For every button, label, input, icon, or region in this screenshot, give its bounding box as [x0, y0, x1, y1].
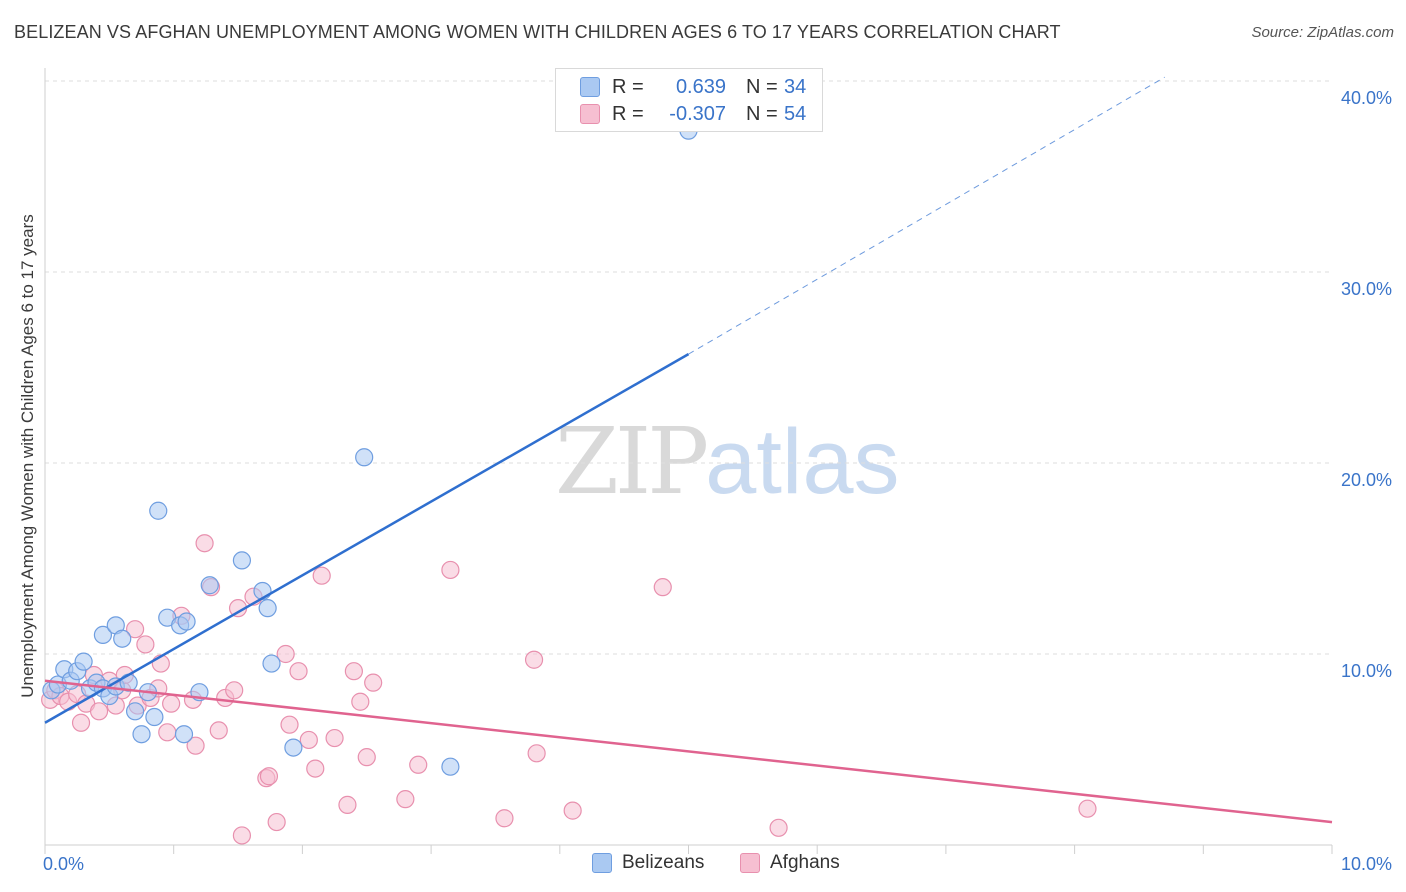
afghan-point	[325, 728, 344, 748]
afghan-point	[276, 644, 295, 664]
legend-item-belizeans: Belizeans	[592, 852, 704, 874]
tick-labels: 0.0% 10.0% 10.0% 20.0% 30.0% 40.0%	[43, 88, 1392, 874]
afghan-point	[653, 578, 672, 597]
afghan-point	[225, 681, 244, 700]
afghan-point	[125, 620, 145, 639]
belizean-point	[441, 757, 460, 776]
r-label: R =	[612, 102, 644, 125]
belizean-point	[174, 725, 194, 744]
belizean-point	[355, 448, 374, 467]
afghan-point	[351, 692, 370, 711]
afghan-point	[209, 721, 228, 740]
r-value: 0.639	[675, 75, 726, 98]
legend-item-afghans: Afghans	[740, 852, 840, 874]
afghan-point	[267, 812, 286, 832]
n-label: N =	[746, 102, 778, 125]
belizean-point	[93, 625, 113, 645]
afghan-point	[195, 534, 214, 553]
belizean-point	[177, 612, 196, 631]
afghan-point	[1078, 799, 1097, 818]
y-tick-label-20: 20.0%	[1341, 470, 1392, 490]
legend-row-belizeans: R = 0.639 N = 34	[580, 75, 806, 99]
afghan-point	[441, 560, 460, 580]
belizean-point	[125, 702, 145, 721]
afghan-point	[186, 736, 205, 755]
afghan-point	[299, 730, 318, 750]
afghan-point	[162, 694, 181, 713]
afghan-legend-swatch	[740, 853, 760, 873]
watermark: ZIPatlas	[555, 408, 900, 515]
legend-row-afghans: R = -0.307 N = 54	[580, 102, 806, 126]
afghan-point	[306, 759, 325, 778]
y-tick-label-10: 10.0%	[1341, 661, 1392, 681]
legend-label-belizeans: Belizeans	[622, 852, 705, 873]
afghan-point	[280, 715, 299, 734]
afghan-point	[289, 662, 308, 681]
y-tick-label-30: 30.0%	[1341, 279, 1392, 299]
afghan-trend-line	[44, 679, 1333, 824]
belizean-swatch	[580, 77, 600, 97]
r-value: -0.307	[669, 102, 726, 125]
belizean-trend-line	[44, 353, 690, 724]
r-label: R =	[612, 75, 644, 98]
axes	[44, 68, 1333, 854]
belizean-point	[262, 654, 281, 673]
afghan-point	[232, 826, 252, 845]
afghan-point	[495, 809, 514, 828]
series-legend: Belizeans Afghans	[0, 852, 1406, 878]
belizean-point	[149, 501, 168, 520]
belizean-point	[145, 707, 164, 727]
belizean-point	[132, 725, 151, 744]
n-label: N =	[746, 75, 778, 98]
afghan-swatch	[580, 104, 600, 124]
n-value: 34	[784, 75, 807, 98]
afghan-point	[769, 818, 788, 837]
afghan-point	[259, 767, 279, 786]
x-tick-label-max: 10.0%	[1341, 854, 1392, 874]
afghan-point	[89, 702, 109, 721]
belizean-point	[200, 576, 219, 595]
afghan-point	[409, 755, 428, 774]
afghan-point	[524, 650, 544, 669]
belizean-legend-swatch	[592, 853, 612, 873]
correlation-legend: R = 0.639 N = 34 R = -0.307 N = 54	[555, 68, 823, 132]
chart-title: BELIZEAN VS AFGHAN UNEMPLOYMENT AMONG WO…	[14, 22, 1061, 42]
afghan-point	[344, 662, 363, 681]
belizean-point	[113, 629, 132, 648]
belizean-trend-extension	[688, 76, 1165, 355]
afghan-point	[563, 801, 582, 820]
source-credit: Source: ZipAtlas.com	[1251, 24, 1394, 41]
trend-lines	[44, 76, 1333, 824]
watermark-atlas: atlas	[705, 411, 900, 513]
belizean-point	[74, 652, 93, 671]
belizean-point	[232, 551, 252, 570]
afghan-point	[158, 723, 177, 742]
afghan-point	[364, 673, 383, 692]
belizean-point	[284, 738, 303, 757]
watermark-zip: ZIP	[555, 408, 709, 515]
afghan-point	[71, 713, 91, 732]
x-tick-label-min: 0.0%	[43, 854, 84, 874]
n-value: 54	[784, 102, 807, 125]
afghan-point	[527, 744, 546, 763]
y-tick-label-40: 40.0%	[1341, 88, 1392, 108]
afghan-point	[312, 566, 331, 585]
belizean-point	[258, 599, 277, 618]
afghan-point	[396, 790, 415, 809]
afghan-point	[338, 795, 357, 814]
legend-label-afghans: Afghans	[770, 852, 840, 873]
afghan-point	[136, 635, 155, 654]
afghan-point	[357, 748, 376, 767]
